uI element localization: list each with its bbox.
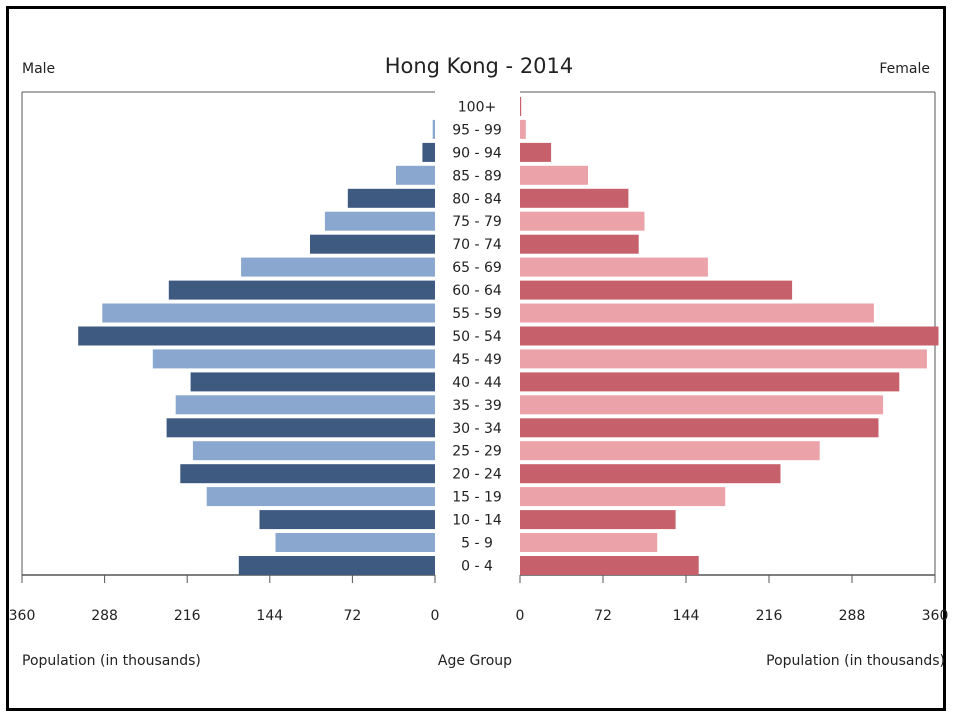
female-bar bbox=[520, 487, 726, 507]
male-bar bbox=[310, 234, 435, 254]
female-bar bbox=[520, 418, 879, 438]
age-group-tick-label: 95 - 99 bbox=[452, 122, 502, 138]
male-bar bbox=[166, 418, 435, 438]
female-label: Female bbox=[879, 61, 930, 77]
age-group-tick-label: 75 - 79 bbox=[452, 214, 502, 230]
age-group-tick-label: 30 - 34 bbox=[452, 421, 502, 437]
age-group-tick-label: 100+ bbox=[458, 100, 496, 116]
age-group-tick-label: 45 - 49 bbox=[452, 352, 502, 368]
age-group-tick-label: 0 - 4 bbox=[461, 559, 493, 575]
female-bar bbox=[520, 280, 793, 300]
male-x-tick-label: 72 bbox=[343, 608, 361, 624]
age-group-tick-label: 80 - 84 bbox=[452, 191, 502, 207]
female-bar bbox=[520, 372, 900, 392]
male-bar bbox=[152, 349, 436, 369]
female-bar bbox=[520, 257, 708, 277]
x-axis-label-left: Population (in thousands) bbox=[22, 653, 201, 669]
female-bar bbox=[520, 234, 639, 254]
male-bar bbox=[206, 487, 435, 507]
female-bar bbox=[520, 326, 939, 346]
male-x-tick-label: 0 bbox=[431, 608, 440, 624]
male-bar bbox=[324, 211, 435, 231]
female-bar bbox=[520, 165, 588, 185]
age-group-tick-label: 10 - 14 bbox=[452, 513, 502, 529]
female-x-tick-label: 216 bbox=[756, 608, 783, 624]
age-group-tick-label: 70 - 74 bbox=[452, 237, 502, 253]
male-x-tick-label: 288 bbox=[91, 608, 118, 624]
male-bar bbox=[422, 142, 435, 162]
age-group-tick-label: 85 - 89 bbox=[452, 168, 502, 184]
male-bar bbox=[175, 395, 435, 415]
age-group-tick-label: 40 - 44 bbox=[452, 375, 502, 391]
chart-title: Hong Kong - 2014 bbox=[385, 54, 574, 78]
age-group-label: Age Group bbox=[438, 653, 512, 669]
age-group-tick-label: 90 - 94 bbox=[452, 145, 502, 161]
age-group-tick-label: 5 - 9 bbox=[461, 536, 493, 552]
age-labels-layer: 100+ 95 - 99 90 - 94 85 - 89 80 - 84 75 - 79 7… bbox=[452, 100, 502, 575]
female-x-tick-label: 72 bbox=[594, 608, 612, 624]
x-axis-label-right: Population (in thousands) bbox=[766, 653, 945, 669]
bars-layer bbox=[78, 97, 939, 575]
age-group-tick-label: 25 - 29 bbox=[452, 444, 502, 460]
female-bar bbox=[520, 188, 629, 208]
female-bar bbox=[520, 349, 927, 369]
male-bar bbox=[180, 464, 435, 484]
female-bar bbox=[520, 119, 526, 139]
age-group-tick-label: 65 - 69 bbox=[452, 260, 502, 276]
female-bar bbox=[520, 97, 522, 116]
male-bar bbox=[241, 257, 435, 277]
male-bar bbox=[192, 441, 435, 461]
female-bar bbox=[520, 464, 781, 484]
female-bar bbox=[520, 395, 884, 415]
female-bar bbox=[520, 441, 820, 461]
age-group-tick-label: 50 - 54 bbox=[452, 329, 502, 345]
male-bar bbox=[432, 119, 435, 139]
age-group-tick-label: 60 - 64 bbox=[452, 283, 502, 299]
age-group-tick-label: 35 - 39 bbox=[452, 398, 502, 414]
male-bar bbox=[347, 188, 435, 208]
male-bar bbox=[168, 280, 436, 300]
female-bar bbox=[520, 533, 658, 552]
female-x-tick-label: 144 bbox=[673, 608, 700, 624]
ticks-layer: 360 288 216 144 72 0 0 72 144 216 288 360 bbox=[9, 575, 949, 624]
age-group-tick-label: 15 - 19 bbox=[452, 490, 502, 506]
age-group-tick-label: 55 - 59 bbox=[452, 306, 502, 322]
female-bar bbox=[520, 211, 645, 231]
male-bar bbox=[190, 372, 435, 392]
male-bar bbox=[259, 510, 435, 530]
female-bar bbox=[520, 510, 676, 530]
male-x-tick-label: 360 bbox=[9, 608, 36, 624]
female-x-tick-label: 288 bbox=[839, 608, 866, 624]
female-x-tick-label: 0 bbox=[516, 608, 525, 624]
age-group-tick-label: 20 - 24 bbox=[452, 467, 502, 483]
female-bar bbox=[520, 303, 874, 323]
female-x-tick-label: 360 bbox=[922, 608, 949, 624]
male-bar bbox=[78, 326, 435, 346]
male-x-tick-label: 144 bbox=[256, 608, 283, 624]
male-bar bbox=[396, 165, 435, 185]
male-bar bbox=[275, 533, 435, 552]
male-bar bbox=[102, 303, 436, 323]
male-bar bbox=[238, 556, 435, 575]
female-bar bbox=[520, 142, 552, 162]
male-label: Male bbox=[22, 61, 55, 77]
female-bar bbox=[520, 556, 699, 575]
male-x-tick-label: 216 bbox=[174, 608, 201, 624]
